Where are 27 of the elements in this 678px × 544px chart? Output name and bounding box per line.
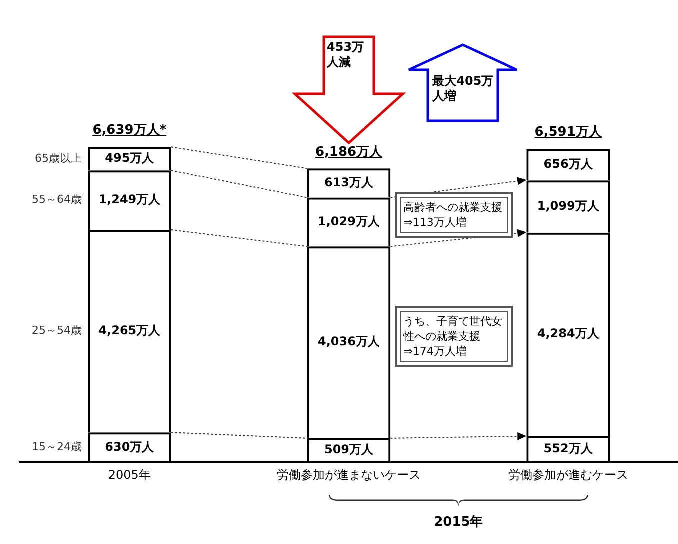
total-label: 6,186万人: [314, 144, 384, 160]
data-label: 495万人: [105, 151, 156, 166]
x-tick-label: 2005年: [108, 468, 151, 482]
text: 最大405万人増: [432, 74, 495, 104]
series-label: 25～54歳: [32, 324, 82, 338]
data-label: 1,249万人: [98, 192, 162, 206]
series-label: 65歳以上: [34, 152, 82, 165]
data-label: 613万人: [324, 175, 375, 190]
data-label: 509万人: [324, 442, 375, 457]
data-label: 4,036万人: [318, 334, 381, 349]
data-label: 630万人: [105, 440, 156, 454]
data-label: 552万人: [544, 442, 594, 456]
x-tick-label: 労働参加が進まないケース: [277, 468, 421, 482]
data-label: 1,029万人: [318, 214, 381, 228]
text: 2015年: [433, 515, 484, 530]
series-label: 15～24歳: [32, 440, 82, 454]
data-label: 1,099万人: [537, 198, 600, 213]
x-tick-label: 労働参加が進むケース: [508, 468, 628, 482]
total-label: 6,591万人: [534, 125, 603, 140]
beveled-frame: うち、子育て世代女性への就業支援⇒174万人増: [394, 306, 513, 367]
total-label: 6,639万人*: [92, 123, 168, 138]
data-label: 4,284万人: [537, 326, 600, 341]
series-label: 55～64歳: [32, 193, 82, 206]
data-label: 656万人: [544, 157, 594, 172]
data-label: 4,265万人: [98, 323, 162, 338]
beveled-frame: 高齢者への就業支援⇒113万人増: [394, 192, 513, 238]
text: 453万人減: [327, 40, 366, 70]
